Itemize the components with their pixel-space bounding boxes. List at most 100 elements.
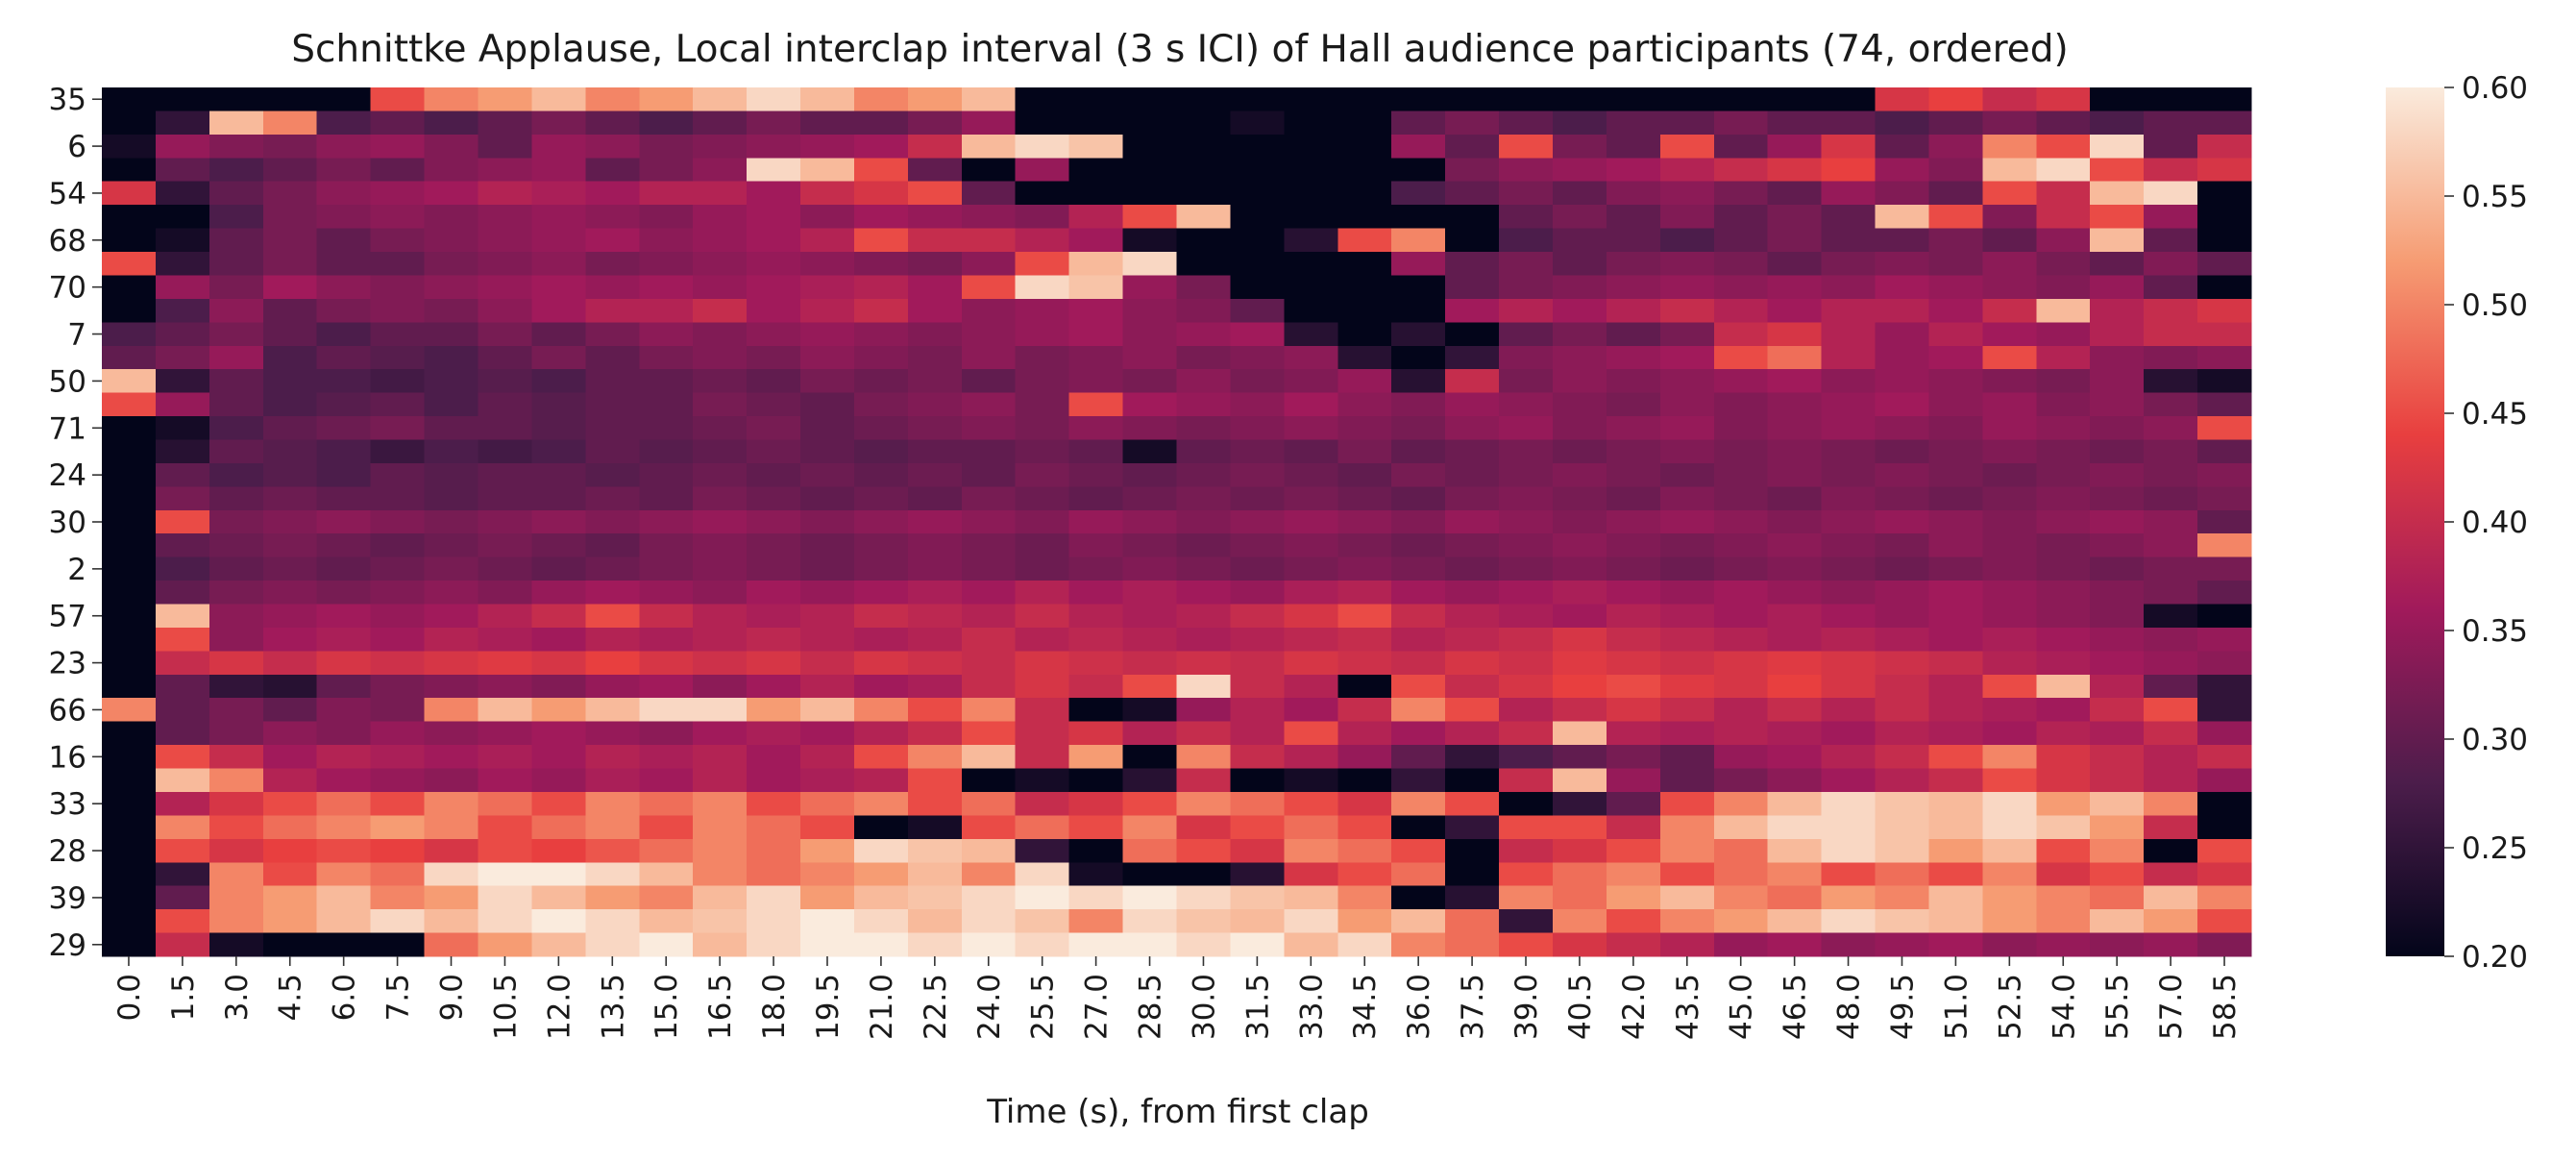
heatmap-cell <box>1659 345 1715 370</box>
x-tick-label: 13.5 <box>596 974 630 1040</box>
heatmap-cell <box>1875 862 1930 887</box>
heatmap-cell <box>2036 674 2091 699</box>
heatmap-cell <box>1445 439 1500 464</box>
heatmap-cell <box>585 392 640 417</box>
heatmap-cell <box>1284 698 1338 723</box>
heatmap-cell <box>2090 651 2145 676</box>
heatmap-cell <box>1659 838 1715 863</box>
heatmap-cell <box>907 721 963 746</box>
y-tick-label: 71 <box>49 411 86 446</box>
heatmap-cell <box>2036 275 2091 300</box>
heatmap-cell <box>2036 486 2091 511</box>
heatmap-cell <box>1928 533 1983 558</box>
heatmap-cell <box>1767 111 1823 136</box>
heatmap-cell <box>155 885 210 910</box>
heatmap-cell <box>370 486 426 511</box>
heatmap-cell <box>1821 815 1877 840</box>
heatmap-cell <box>1391 462 1446 487</box>
heatmap-cell <box>1713 768 1769 793</box>
heatmap-cell <box>531 298 586 323</box>
heatmap-cell <box>102 862 157 887</box>
heatmap-cell <box>1606 581 1661 606</box>
heatmap-cell <box>747 698 801 723</box>
heatmap-cell <box>531 369 586 394</box>
heatmap-cell <box>1284 439 1338 464</box>
heatmap-cell <box>155 298 210 323</box>
heatmap-cell <box>370 604 426 629</box>
heatmap-cell <box>1875 111 1930 136</box>
heatmap-cell <box>1391 533 1446 558</box>
heatmap-cell <box>478 252 532 277</box>
heatmap-cell <box>639 87 694 112</box>
heatmap-cell <box>478 698 532 723</box>
heatmap-cell <box>1928 392 1983 417</box>
heatmap-cell <box>1499 862 1554 887</box>
heatmap-cell <box>1284 627 1338 652</box>
heatmap-cell <box>316 721 372 746</box>
heatmap-cell <box>2036 651 2091 676</box>
heatmap-cell <box>907 604 963 629</box>
heatmap-cell <box>1176 533 1232 558</box>
heatmap-cell <box>907 275 963 300</box>
heatmap-cell <box>2090 298 2145 323</box>
heatmap-cell <box>1767 439 1823 464</box>
heatmap-cell <box>209 134 264 159</box>
heatmap-cell <box>2090 462 2145 487</box>
heatmap-cell <box>1713 439 1769 464</box>
heatmap-cell <box>1713 651 1769 676</box>
x-tick-label: 12.0 <box>542 974 577 1040</box>
heatmap-cell <box>1445 556 1500 581</box>
heatmap-cell <box>800 721 855 746</box>
heatmap-cell <box>1767 862 1823 887</box>
heatmap-cell <box>1391 228 1446 253</box>
heatmap-cell <box>1230 674 1285 699</box>
heatmap-cell <box>853 885 909 910</box>
heatmap-cell <box>1122 791 1178 817</box>
heatmap-cell <box>1499 909 1554 934</box>
heatmap-cell <box>1821 885 1877 910</box>
heatmap-cell <box>1176 87 1232 112</box>
heatmap-cell <box>262 462 318 487</box>
heatmap-cell <box>747 627 801 652</box>
heatmap-cell <box>961 581 1017 606</box>
heatmap-cell <box>747 815 801 840</box>
heatmap-cell <box>1767 158 1823 183</box>
heatmap-cell <box>800 486 855 511</box>
heatmap-cell <box>1122 486 1178 511</box>
heatmap-cell <box>1068 674 1124 699</box>
heatmap-cell <box>209 181 264 206</box>
heatmap-cell <box>155 416 210 441</box>
heatmap-cell <box>853 556 909 581</box>
heatmap-cell <box>531 604 586 629</box>
heatmap-cell <box>2144 674 2198 699</box>
heatmap-cell <box>1015 228 1070 253</box>
heatmap-cell <box>800 862 855 887</box>
heatmap-cell <box>961 228 1017 253</box>
heatmap-cell <box>1337 674 1392 699</box>
heatmap-cell <box>1445 533 1500 558</box>
heatmap-cell <box>2090 932 2145 957</box>
heatmap-cell <box>1875 87 1930 112</box>
heatmap-cell <box>478 322 532 347</box>
heatmap-cell <box>585 509 640 534</box>
heatmap-cell <box>1122 322 1178 347</box>
heatmap-cell <box>370 533 426 558</box>
heatmap-cell <box>370 627 426 652</box>
heatmap-cell <box>2197 674 2252 699</box>
heatmap-cell <box>1713 909 1769 934</box>
heatmap-cell <box>2144 862 2198 887</box>
heatmap-cell <box>1391 909 1446 934</box>
heatmap-cell <box>585 627 640 652</box>
heatmap-cell <box>1982 768 2037 793</box>
heatmap-cell <box>1499 158 1554 183</box>
x-tick-label: 58.5 <box>2208 974 2243 1040</box>
heatmap-cell <box>209 205 264 230</box>
heatmap-cell <box>1821 721 1877 746</box>
heatmap-cell <box>1552 439 1607 464</box>
heatmap-cell <box>585 134 640 159</box>
heatmap-cell <box>1445 768 1500 793</box>
heatmap-cell <box>1445 416 1500 441</box>
heatmap-cell <box>1391 768 1446 793</box>
heatmap-cell <box>1015 111 1070 136</box>
heatmap-cell <box>747 838 801 863</box>
